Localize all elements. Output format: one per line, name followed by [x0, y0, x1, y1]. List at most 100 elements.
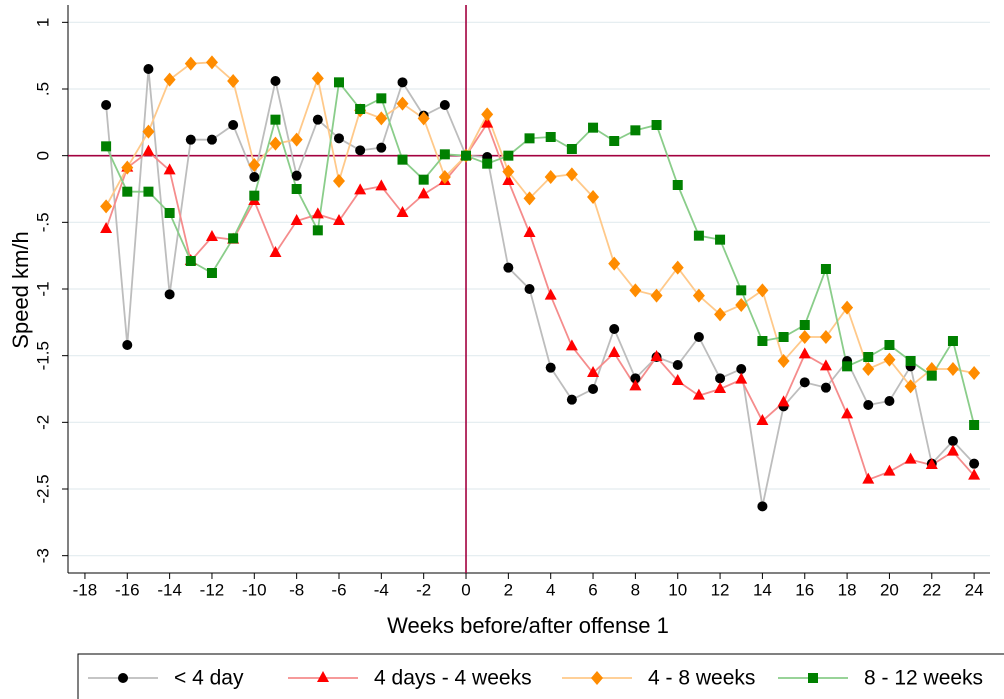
- data-point: [820, 264, 831, 274]
- x-tick-label: 6: [588, 580, 597, 599]
- data-point: [439, 149, 450, 160]
- data-point: [101, 141, 112, 152]
- legend-label: < 4 day: [174, 667, 244, 690]
- x-tick-label: 12: [711, 580, 730, 599]
- data-point: [946, 444, 959, 456]
- legend-box: [77, 653, 1004, 699]
- x-tick-label: 10: [668, 580, 687, 599]
- x-tick-label: 16: [795, 580, 814, 599]
- data-point: [333, 133, 344, 144]
- data-point: [841, 407, 854, 419]
- data-point: [523, 226, 536, 237]
- data-point: [756, 414, 769, 425]
- legend-label: 4 days - 4 weeks: [374, 667, 532, 690]
- data-point: [206, 134, 217, 145]
- data-point: [417, 111, 430, 126]
- data-point: [227, 74, 240, 88]
- data-point: [502, 164, 515, 179]
- data-point: [376, 142, 387, 153]
- data-point: [122, 186, 133, 197]
- data-point: [904, 452, 917, 464]
- data-point: [375, 111, 388, 126]
- data-point: [693, 230, 704, 241]
- data-point: [376, 93, 387, 104]
- data-point: [503, 150, 514, 161]
- data-point: [629, 379, 642, 391]
- data-point: [355, 145, 366, 156]
- data-point: [714, 307, 727, 322]
- data-point: [671, 260, 684, 275]
- data-point: [332, 214, 345, 225]
- data-point: [757, 336, 768, 346]
- x-tick-label: -6: [331, 580, 346, 599]
- data-point: [311, 71, 324, 86]
- x-tick-label: 20: [880, 580, 899, 599]
- data-point: [290, 214, 303, 225]
- data-point: [228, 233, 239, 244]
- data-point: [798, 347, 811, 359]
- data-point: [565, 167, 578, 182]
- data-point: [184, 56, 197, 71]
- data-point: [143, 186, 154, 197]
- data-point: [778, 332, 789, 342]
- data-point: [608, 346, 621, 357]
- x-tick-label: -10: [242, 580, 267, 599]
- series-line: [105, 68, 975, 507]
- data-point: [355, 104, 366, 114]
- data-point: [609, 136, 620, 146]
- x-tick-label: -8: [289, 580, 304, 599]
- x-tick-label: 0: [461, 580, 470, 599]
- data-point: [312, 225, 323, 236]
- series-line: [105, 61, 975, 388]
- y-tick-label: -3: [33, 548, 52, 563]
- data-point: [481, 116, 494, 128]
- data-point: [650, 350, 663, 361]
- data-point: [163, 163, 176, 175]
- data-point: [101, 100, 112, 110]
- data-point: [269, 246, 282, 257]
- data-point: [439, 100, 450, 110]
- data-point: [396, 206, 409, 217]
- data-point: [142, 144, 155, 156]
- data-point: [163, 72, 176, 87]
- data-point: [692, 288, 705, 303]
- data-point: [925, 458, 938, 469]
- data-point: [608, 256, 621, 271]
- data-point: [461, 150, 472, 161]
- data-point: [777, 395, 790, 407]
- data-point: [290, 132, 303, 147]
- data-point: [523, 191, 536, 206]
- x-tick-label: 24: [965, 580, 984, 599]
- data-point: [566, 394, 577, 405]
- data-point: [481, 107, 494, 122]
- legend-marker: [808, 673, 818, 683]
- data-point: [884, 396, 895, 406]
- data-point: [736, 285, 747, 296]
- data-point: [544, 288, 557, 300]
- data-point: [672, 360, 683, 370]
- series-line: [105, 121, 975, 481]
- data-point: [842, 361, 853, 372]
- x-tick-label: -4: [374, 580, 389, 599]
- data-point: [482, 158, 493, 169]
- data-point: [693, 332, 704, 342]
- data-point: [905, 356, 916, 366]
- y-tick-label: .5: [33, 82, 52, 96]
- data-point: [121, 160, 134, 175]
- data-point: [883, 464, 896, 476]
- legend-marker: [317, 671, 329, 682]
- data-point: [863, 352, 874, 362]
- data-point: [291, 170, 302, 181]
- data-point: [249, 172, 260, 182]
- data-point: [588, 384, 599, 394]
- data-point: [630, 373, 641, 384]
- x-tick-label: -2: [416, 580, 431, 599]
- data-point: [692, 388, 705, 400]
- data-point: [819, 330, 832, 344]
- data-point: [524, 133, 535, 144]
- data-point: [291, 184, 302, 194]
- y-axis-title: Speed km/h: [8, 231, 33, 348]
- data-point: [714, 382, 727, 393]
- data-point: [715, 234, 726, 245]
- data-point: [396, 96, 409, 111]
